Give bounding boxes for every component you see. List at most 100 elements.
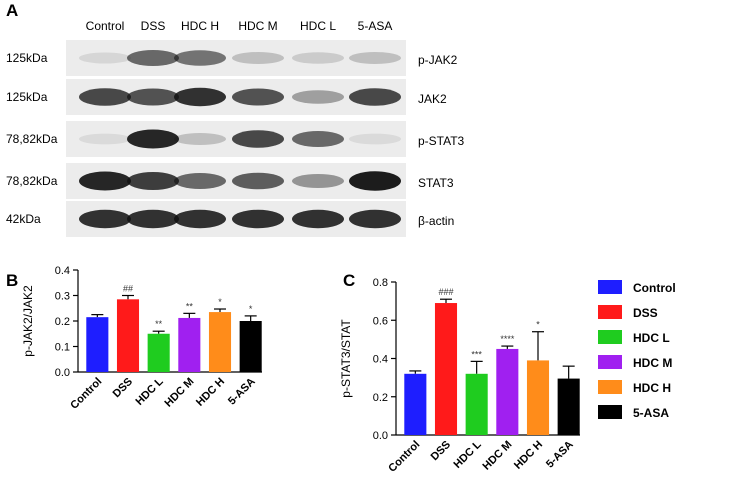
blot-band bbox=[349, 133, 401, 145]
legend-label: 5-ASA bbox=[633, 406, 669, 420]
size-label: 78,82kDa bbox=[6, 174, 58, 188]
panel-label: A bbox=[6, 1, 18, 20]
charts: Bp-JAK2/JAK2 0.0 0.1 0.2 0.3 0.4 Control ## DSS *… bbox=[6, 265, 676, 475]
x-tick-label: DSS bbox=[111, 376, 135, 400]
significance-label: *** bbox=[471, 349, 482, 359]
blot-band bbox=[232, 172, 284, 190]
blot-band bbox=[174, 133, 226, 145]
blot-band bbox=[79, 209, 131, 229]
x-tick-label: HDC L bbox=[452, 438, 484, 470]
bar bbox=[178, 317, 201, 372]
blot-band bbox=[127, 129, 179, 149]
x-tick-label: HDC L bbox=[134, 375, 166, 407]
y-axis-label: p-JAK2/JAK2 bbox=[21, 285, 35, 357]
x-tick-label: DSS bbox=[429, 439, 453, 463]
protein-label: p-JAK2 bbox=[418, 53, 458, 67]
x-tick-label: Control bbox=[386, 439, 422, 475]
legend-label: HDC L bbox=[633, 331, 670, 345]
y-tick-label: 0.6 bbox=[373, 315, 388, 327]
significance-label: ** bbox=[186, 301, 194, 311]
blot-band bbox=[232, 52, 284, 64]
blot-panel: Control DSS HDC H HDC M HDC L 5-ASA 125kDa p-JA… bbox=[6, 19, 465, 237]
blot-band bbox=[127, 88, 179, 106]
x-tick-label: HDC H bbox=[194, 376, 227, 409]
blot-band bbox=[174, 50, 226, 66]
significance-label: * bbox=[249, 304, 253, 314]
size-label: 125kDa bbox=[6, 90, 48, 104]
blot-band bbox=[292, 174, 344, 188]
blot-band bbox=[232, 209, 284, 229]
protein-label: p-STAT3 bbox=[418, 134, 465, 148]
blot-band bbox=[232, 88, 284, 106]
lane-label: Control bbox=[86, 19, 125, 33]
size-label: 125kDa bbox=[6, 51, 48, 65]
bar bbox=[496, 348, 519, 435]
panel-label: C bbox=[343, 271, 355, 290]
bar bbox=[147, 333, 170, 372]
y-tick-label: 0.0 bbox=[373, 430, 388, 442]
blot-band bbox=[349, 52, 401, 64]
lane-label: HDC L bbox=[300, 19, 336, 33]
blot-strip bbox=[66, 40, 406, 76]
blot-band bbox=[127, 209, 179, 229]
blot-band bbox=[79, 52, 131, 64]
y-tick-label: 0.2 bbox=[55, 316, 70, 328]
blot-band bbox=[349, 88, 401, 106]
x-tick-label: Control bbox=[68, 376, 104, 412]
bar bbox=[526, 360, 550, 435]
blot-band bbox=[232, 130, 284, 148]
blot-band bbox=[292, 131, 344, 147]
blot-band bbox=[79, 133, 131, 145]
legend-swatch bbox=[598, 330, 622, 344]
significance-label: ### bbox=[438, 287, 453, 297]
y-tick-label: 0.8 bbox=[373, 277, 388, 289]
legend-swatch bbox=[598, 355, 622, 369]
bar bbox=[404, 373, 427, 435]
bar-chart: Bp-JAK2/JAK2 0.0 0.1 0.2 0.3 0.4 Control ## DSS *… bbox=[6, 265, 262, 412]
blot-band bbox=[174, 209, 226, 229]
blot-band bbox=[292, 90, 344, 104]
legend-swatch bbox=[598, 405, 622, 419]
x-tick-label: HDC M bbox=[480, 439, 514, 473]
panel-label: B bbox=[6, 271, 18, 290]
size-label: 78,82kDa bbox=[6, 132, 58, 146]
blot-band bbox=[349, 209, 401, 229]
x-tick-label: 5-ASA bbox=[544, 439, 576, 471]
y-tick-label: 0.1 bbox=[55, 342, 70, 354]
significance-label: **** bbox=[500, 334, 515, 344]
blot-band bbox=[79, 171, 131, 191]
y-axis-label: p-STAT3/STAT bbox=[339, 319, 353, 398]
bar bbox=[86, 317, 109, 372]
lane-label: HDC H bbox=[181, 19, 219, 33]
blot-band bbox=[174, 173, 226, 189]
protein-label: JAK2 bbox=[418, 92, 447, 106]
y-tick-label: 0.4 bbox=[373, 354, 388, 366]
size-label: 42kDa bbox=[6, 212, 41, 226]
blot-band bbox=[79, 88, 131, 106]
significance-label: ## bbox=[123, 284, 133, 294]
x-tick-label: 5-ASA bbox=[226, 376, 258, 408]
significance-label: * bbox=[218, 297, 222, 307]
significance-label: * bbox=[536, 320, 540, 330]
lane-label: 5-ASA bbox=[358, 19, 393, 33]
bar bbox=[208, 312, 232, 372]
legend-swatch bbox=[598, 280, 622, 294]
blot-band bbox=[292, 52, 344, 64]
significance-label: ** bbox=[155, 319, 163, 329]
y-tick-label: 0.3 bbox=[55, 291, 70, 303]
x-tick-label: HDC M bbox=[162, 376, 196, 410]
blot-band bbox=[127, 172, 179, 190]
bar bbox=[239, 321, 262, 372]
y-tick-label: 0.2 bbox=[373, 392, 388, 404]
bar bbox=[557, 378, 580, 435]
blot-band bbox=[349, 171, 401, 191]
protein-label: β-actin bbox=[418, 214, 454, 228]
legend-label: HDC H bbox=[633, 381, 671, 395]
lane-label: DSS bbox=[141, 19, 166, 33]
legend-label: DSS bbox=[633, 306, 658, 320]
bar-chart: Cp-STAT3/STAT 0.0 0.2 0.4 0.6 0.8 Control ### DS… bbox=[339, 271, 676, 475]
legend-swatch bbox=[598, 305, 622, 319]
blot-band bbox=[292, 209, 344, 229]
y-tick-label: 0.0 bbox=[55, 367, 70, 379]
legend-label: Control bbox=[633, 281, 676, 295]
